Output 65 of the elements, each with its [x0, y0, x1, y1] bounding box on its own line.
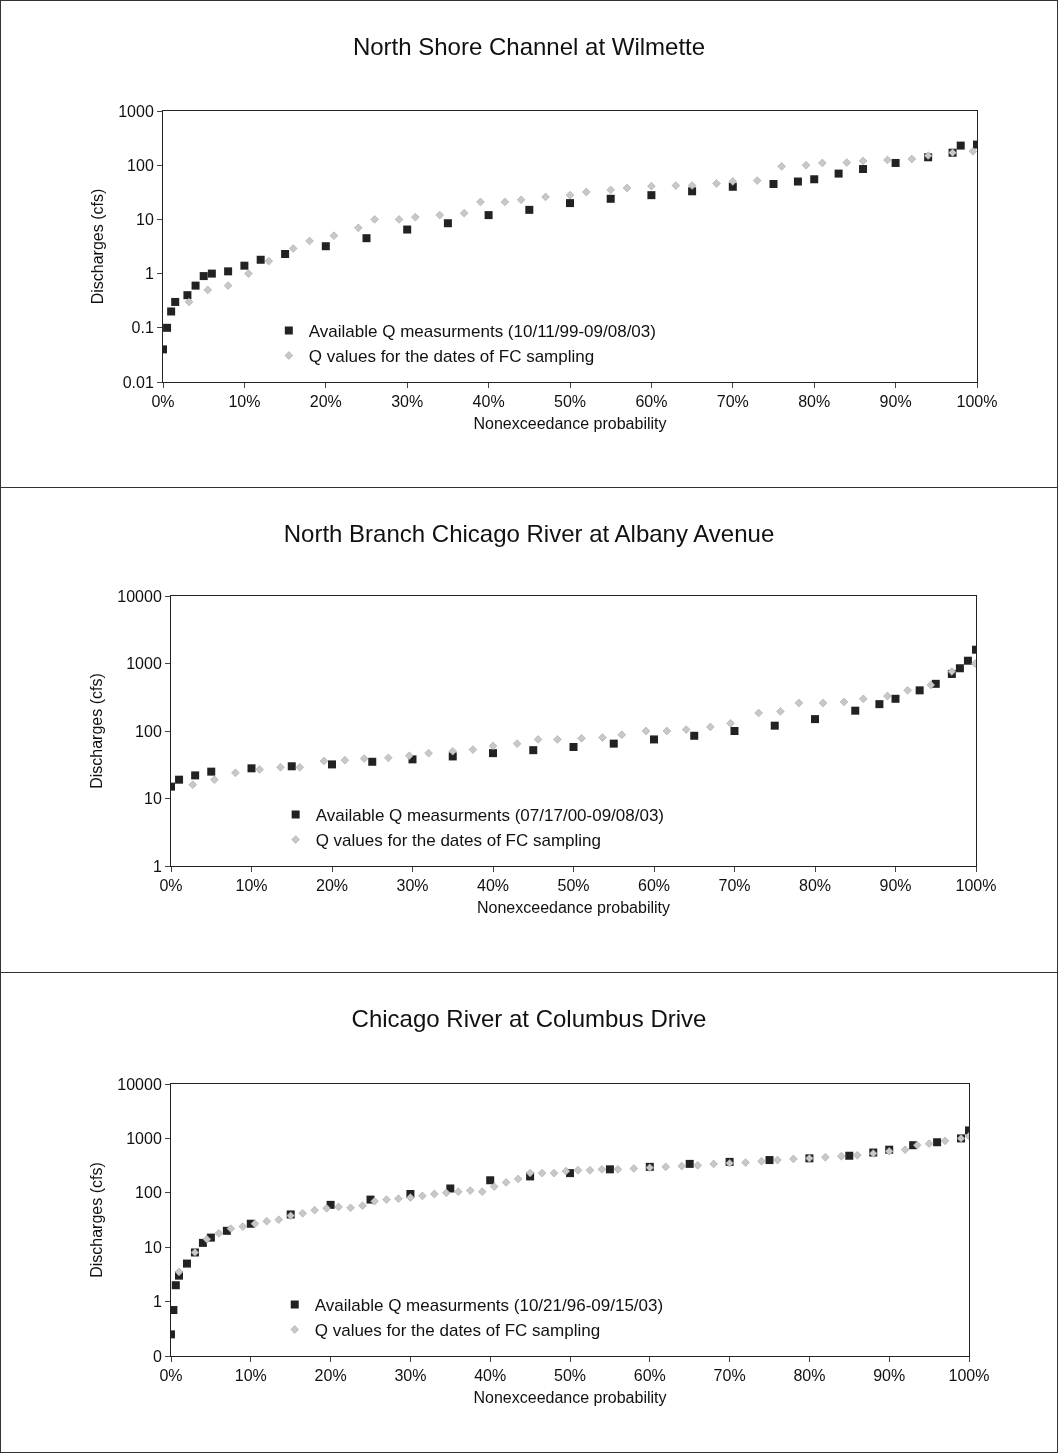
y-tick-label: 1000 — [126, 655, 162, 673]
y-tick-label: 10000 — [117, 587, 162, 605]
x-tick-label: 0% — [159, 1367, 183, 1385]
x-tick-label: 80% — [798, 393, 831, 411]
legend-label: Q values for the dates of FC sampling — [308, 347, 595, 367]
chart-title: Chicago River at Columbus Drive — [351, 1005, 707, 1033]
y-tick-label: 1000 — [126, 1130, 162, 1147]
chart-title: North Branch Chicago River at Albany Avenue — [283, 520, 775, 548]
y-axis-title: Discharges (cfs) — [88, 1162, 106, 1278]
x-tick-label: 80% — [798, 877, 832, 895]
x-axis-title: Nonexceedance probability — [473, 414, 667, 432]
x-tick-label: 50% — [553, 1367, 587, 1385]
legend-label: Available Q measurments (07/17/00-09/08/03) — [315, 806, 665, 826]
legend-label: Q values for the dates of FC sampling — [314, 1321, 601, 1341]
x-tick-label: 70% — [713, 1367, 746, 1385]
x-tick-label: 0% — [159, 877, 183, 895]
y-axis-title: Discharges (cfs) — [88, 673, 106, 789]
x-axis-title: Nonexceedance probability — [476, 898, 671, 916]
x-tick-label: 10% — [234, 1367, 267, 1385]
x-tick-label: 0% — [151, 393, 175, 411]
y-tick-label: 0.1 — [131, 319, 154, 337]
legend-label: Available Q measurments (10/11/99-09/08/03) — [308, 322, 656, 342]
x-tick-label: 50% — [553, 393, 587, 411]
x-tick-label: 30% — [396, 877, 429, 895]
y-tick-label: 10000 — [117, 1075, 162, 1093]
y-tick-label: 1000 — [118, 102, 154, 120]
x-axis-title: Nonexceedance probability — [473, 1388, 667, 1406]
x-tick-label: 50% — [557, 877, 590, 895]
y-tick-label: 100 — [135, 1184, 162, 1202]
y-tick-label: 10 — [136, 211, 154, 228]
x-tick-label: 60% — [637, 877, 671, 895]
x-tick-label: 60% — [633, 1367, 666, 1385]
x-tick-label: 30% — [394, 1367, 427, 1385]
x-tick-label: 20% — [315, 877, 349, 895]
y-tick-label: 10 — [144, 790, 162, 808]
y-tick-label: 0 — [152, 1347, 162, 1365]
x-tick-label: 20% — [314, 1367, 347, 1385]
x-tick-label: 40% — [474, 1367, 507, 1385]
x-tick-label: 20% — [309, 393, 342, 411]
y-tick-label: 1 — [152, 857, 162, 875]
x-tick-label: 10% — [235, 877, 268, 895]
y-axis-title: Discharges (cfs) — [89, 188, 107, 305]
legend-label: Available Q measurments (10/21/96-09/15/03) — [314, 1296, 664, 1316]
y-tick-label: 0.01 — [122, 373, 154, 391]
x-tick-label: 100% — [948, 1367, 990, 1385]
chart-title: North Shore Channel at Wilmette — [352, 33, 706, 61]
y-tick-label: 100 — [135, 722, 162, 740]
x-tick-label: 70% — [716, 393, 749, 411]
x-tick-label: 10% — [228, 393, 261, 411]
x-tick-label: 80% — [793, 1367, 826, 1385]
x-tick-label: 40% — [476, 877, 510, 895]
x-tick-label: 30% — [391, 393, 424, 411]
x-tick-label: 100% — [956, 393, 998, 411]
x-tick-label: 90% — [873, 1367, 906, 1385]
x-tick-label: 60% — [635, 393, 668, 411]
x-tick-label: 70% — [718, 877, 751, 895]
y-tick-label: 1 — [144, 265, 154, 283]
x-tick-label: 100% — [955, 877, 997, 895]
y-tick-label: 10 — [144, 1238, 162, 1256]
y-tick-label: 100 — [127, 156, 154, 174]
x-tick-label: 90% — [879, 393, 912, 411]
legend-label: Q values for the dates of FC sampling — [315, 831, 602, 851]
x-tick-label: 90% — [879, 877, 912, 895]
x-tick-label: 40% — [472, 393, 505, 411]
y-tick-label: 1 — [152, 1293, 162, 1311]
